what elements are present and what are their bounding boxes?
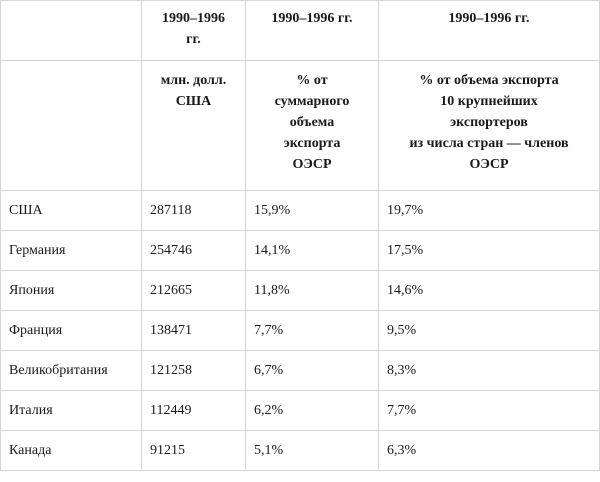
value-cell: 287118 — [141, 190, 246, 231]
table-row: США 287118 15,9% 19,7% — [0, 190, 600, 231]
header-units-share-top10: % от объема экспорта 10 крупнейших экспо… — [378, 60, 600, 191]
share-oecd-cell: 14,1% — [245, 230, 379, 271]
value-cell: 112449 — [141, 390, 246, 431]
country-cell: Япония — [0, 270, 142, 311]
value-cell: 91215 — [141, 430, 246, 471]
country-cell: Италия — [0, 390, 142, 431]
export-table: 1990–1996 гг. 1990–1996 гг. 1990–1996 гг… — [0, 0, 600, 471]
table-row: Великобритания 121258 6,7% 8,3% — [0, 350, 600, 391]
country-cell: США — [0, 190, 142, 231]
share-top10-cell: 6,3% — [378, 430, 600, 471]
share-oecd-cell: 6,2% — [245, 390, 379, 431]
table-row: Германия 254746 14,1% 17,5% — [0, 230, 600, 271]
share-top10-cell: 17,5% — [378, 230, 600, 271]
header-units-share-oecd: % от суммарного объема экспорта ОЭСР — [245, 60, 379, 191]
header-empty-cell — [0, 0, 142, 61]
share-oecd-cell: 15,9% — [245, 190, 379, 231]
share-top10-cell: 14,6% — [378, 270, 600, 311]
table-row: Япония 212665 11,8% 14,6% — [0, 270, 600, 311]
value-cell: 121258 — [141, 350, 246, 391]
share-oecd-cell: 11,8% — [245, 270, 379, 311]
share-top10-cell: 7,7% — [378, 390, 600, 431]
country-cell: Германия — [0, 230, 142, 271]
table-row: Италия 112449 6,2% 7,7% — [0, 390, 600, 431]
value-cell: 212665 — [141, 270, 246, 311]
header-row-units: млн. долл. США % от суммарного объема эк… — [0, 60, 600, 191]
country-cell: Франция — [0, 310, 142, 351]
header-period-value: 1990–1996 гг. — [141, 0, 246, 61]
share-oecd-cell: 6,7% — [245, 350, 379, 391]
share-oecd-cell: 7,7% — [245, 310, 379, 351]
header-empty-cell — [0, 60, 142, 191]
share-oecd-cell: 5,1% — [245, 430, 379, 471]
value-cell: 138471 — [141, 310, 246, 351]
share-top10-cell: 8,3% — [378, 350, 600, 391]
value-cell: 254746 — [141, 230, 246, 271]
header-period-share-top10: 1990–1996 гг. — [378, 0, 600, 61]
share-top10-cell: 19,7% — [378, 190, 600, 231]
country-cell: Канада — [0, 430, 142, 471]
header-units-value: млн. долл. США — [141, 60, 246, 191]
header-row-period: 1990–1996 гг. 1990–1996 гг. 1990–1996 гг… — [0, 0, 600, 61]
table-row: Канада 91215 5,1% 6,3% — [0, 430, 600, 471]
table-row: Франция 138471 7,7% 9,5% — [0, 310, 600, 351]
country-cell: Великобритания — [0, 350, 142, 391]
share-top10-cell: 9,5% — [378, 310, 600, 351]
header-period-share-oecd: 1990–1996 гг. — [245, 0, 379, 61]
